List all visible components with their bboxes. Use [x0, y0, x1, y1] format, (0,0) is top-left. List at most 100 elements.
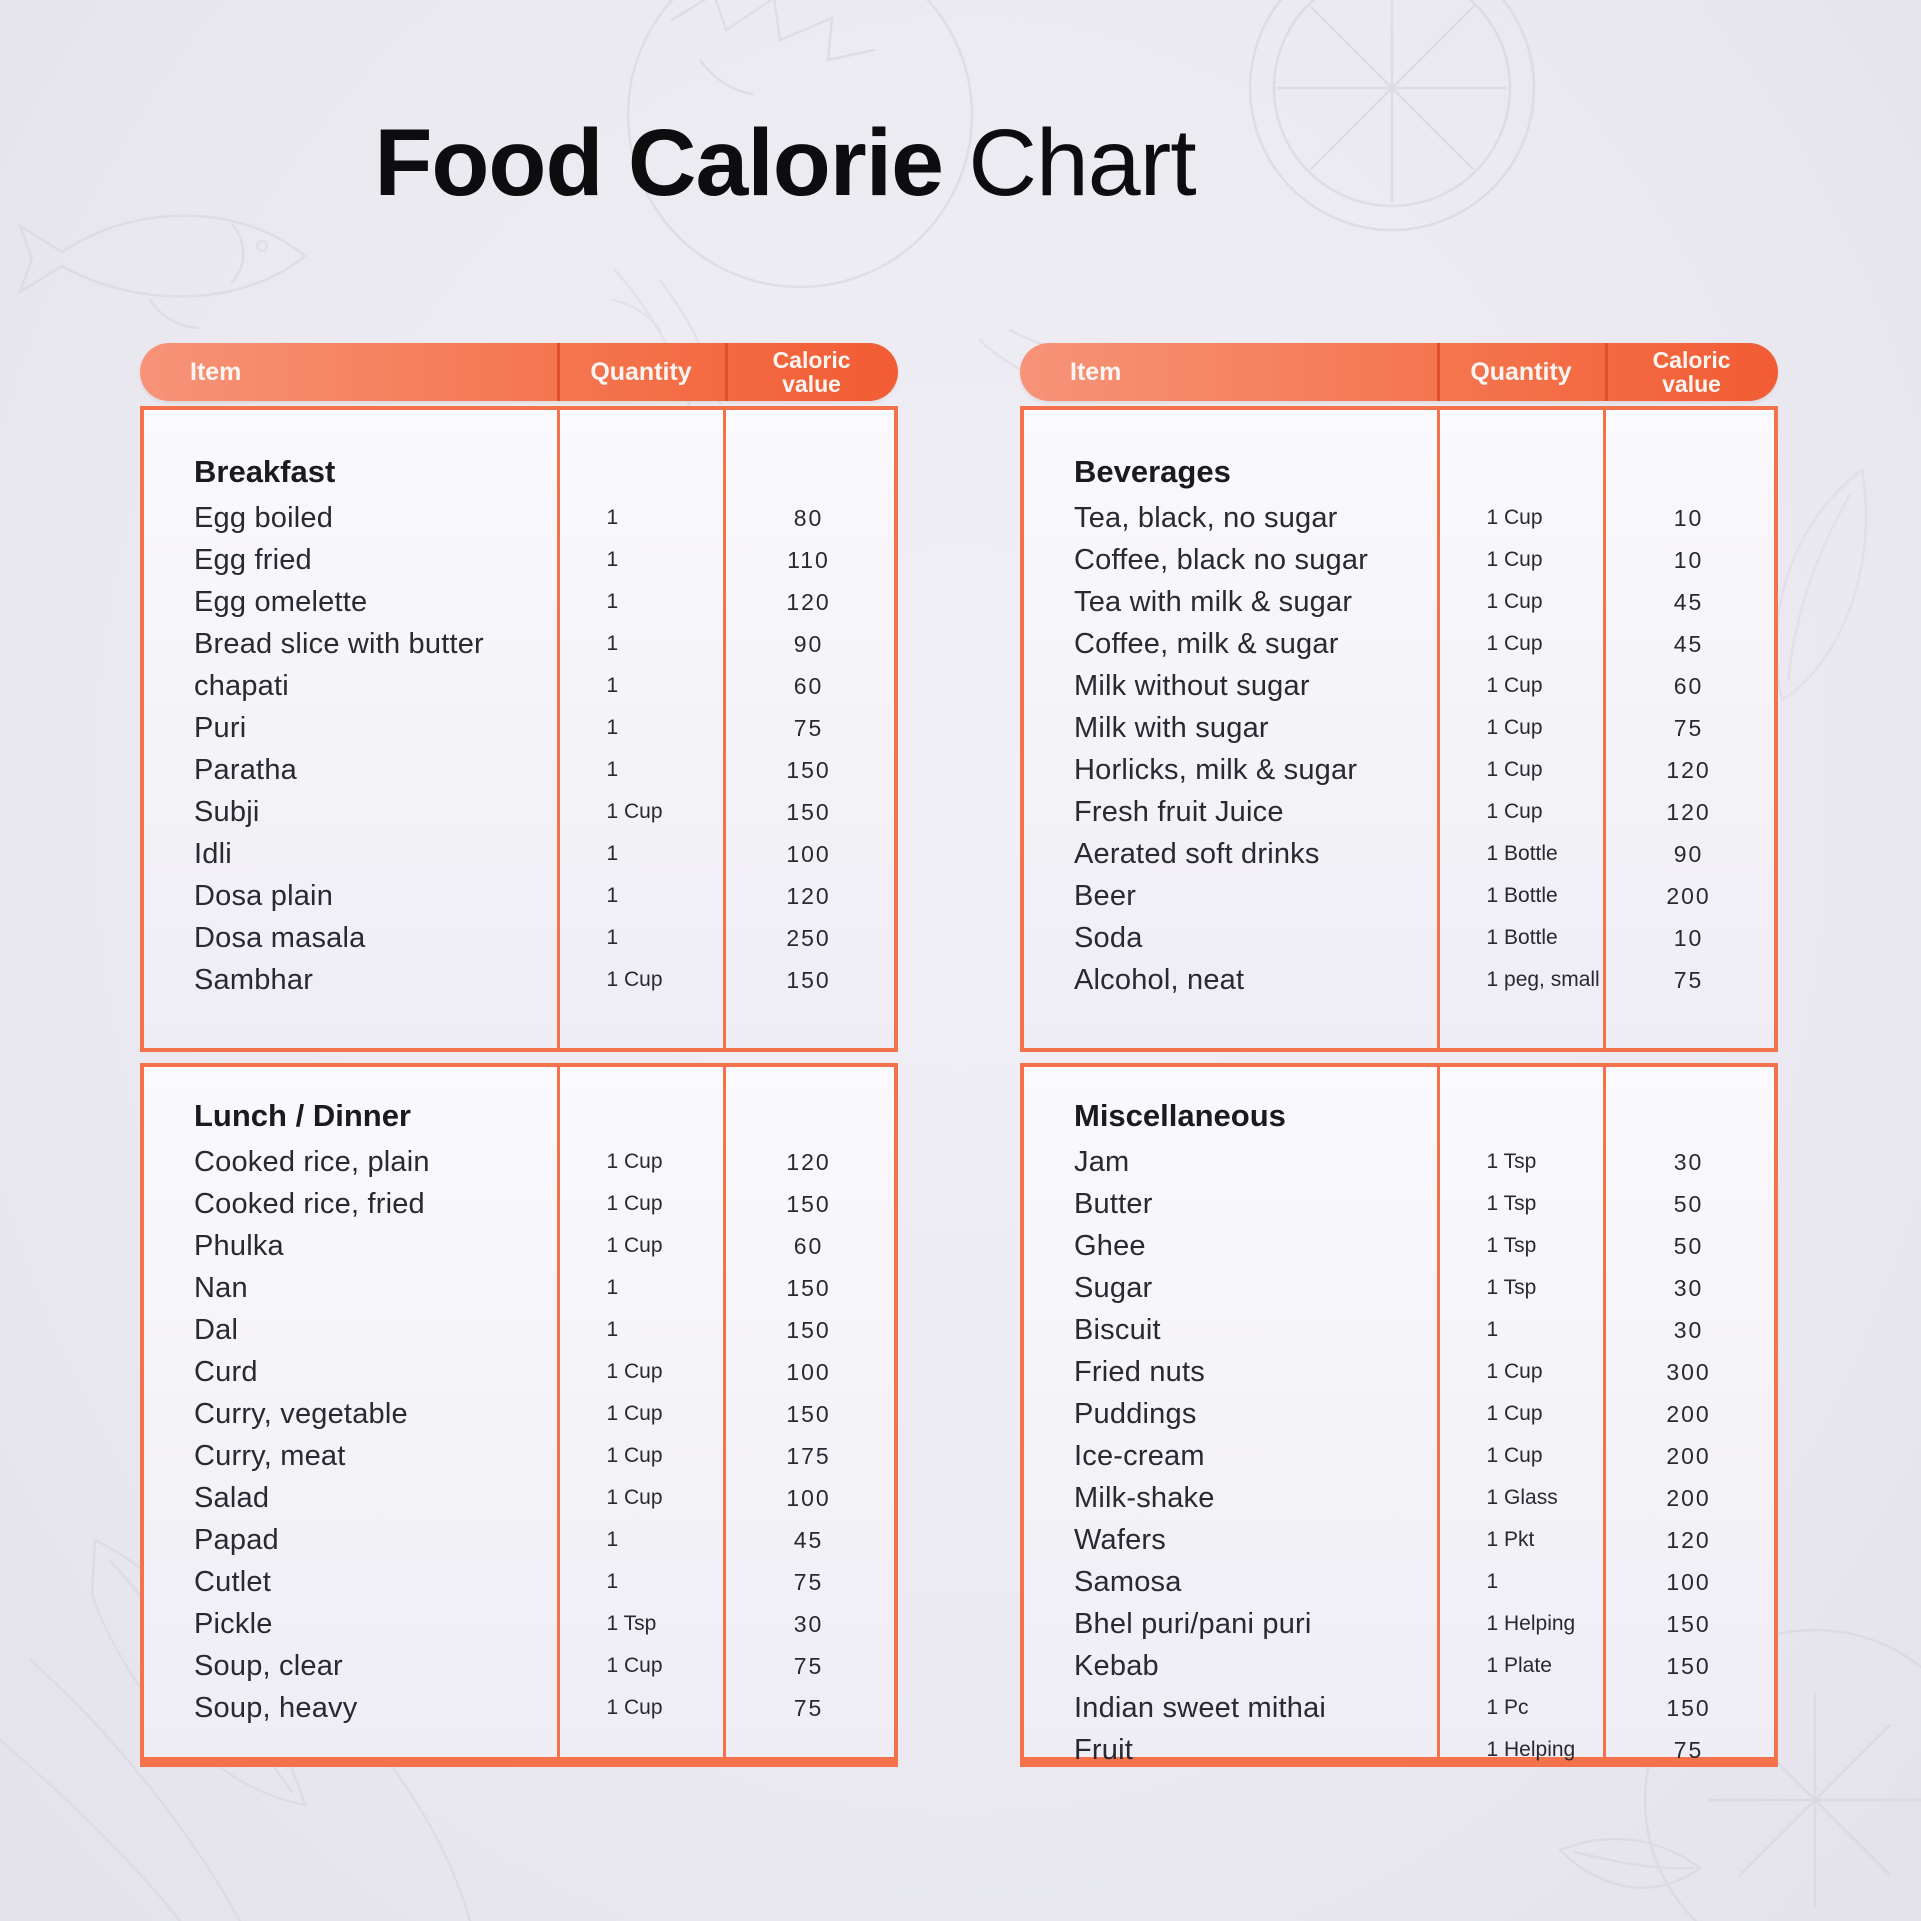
- item-cell: Fried nuts: [1074, 1355, 1205, 1388]
- caloric-value-cell: 120: [786, 1148, 831, 1175]
- quantity-cell: 1: [1486, 1318, 1499, 1341]
- caloric-value-cell: 60: [793, 672, 824, 699]
- caloric-value-cell: 110: [787, 546, 830, 573]
- table-row: Subji 1 Cup 150: [144, 791, 894, 833]
- quantity-cell: 1 Cup: [606, 1234, 663, 1257]
- caloric-header-line1: Caloric: [772, 347, 851, 373]
- column-header-item: Item: [1070, 357, 1122, 386]
- quantity-cell: 1 Glass: [1486, 1486, 1558, 1509]
- item-cell: Curry, meat: [194, 1439, 346, 1472]
- right-calorie-table: Item Quantity Caloric value Beverages Te…: [1020, 343, 1778, 1767]
- item-cell: Bread slice with butter: [194, 627, 484, 660]
- item-cell: Salad: [194, 1481, 270, 1514]
- quantity-cell: 1 Cup: [1486, 758, 1543, 781]
- table-row: Phulka 1 Cup 60: [144, 1225, 894, 1267]
- caloric-value-cell: 150: [1666, 1694, 1711, 1721]
- column-header-quantity: Quantity: [590, 357, 692, 386]
- item-cell: Kebab: [1074, 1649, 1159, 1682]
- item-cell: Coffee, milk & sugar: [1074, 627, 1339, 660]
- item-cell: Nan: [194, 1271, 248, 1304]
- lunch-dinner-rows: Cooked rice, plain 1 Cup 120 Cooked rice, f…: [144, 1141, 894, 1729]
- table-row: Cooked rice, fried 1 Cup 150: [144, 1183, 894, 1225]
- quantity-cell: 1 Bottle: [1486, 884, 1558, 907]
- caloric-value-cell: 90: [1673, 840, 1704, 867]
- table-row: Horlicks, milk & sugar 1 Cup 120: [1024, 749, 1774, 791]
- header-divider: [1436, 343, 1440, 401]
- caloric-value-cell: 200: [1666, 882, 1711, 909]
- table-row: Sugar 1 Tsp 30: [1024, 1267, 1774, 1309]
- table-row: Coffee, black no sugar 1 Cup 10: [1024, 539, 1774, 581]
- table-row: Soup, clear 1 Cup 75: [144, 1645, 894, 1687]
- caloric-value-cell: 150: [786, 1190, 831, 1217]
- column-divider: [1602, 1067, 1606, 1757]
- quantity-cell: 1 Cup: [606, 800, 663, 823]
- item-cell: Papad: [194, 1523, 279, 1556]
- caloric-value-cell: 150: [1666, 1610, 1711, 1637]
- caloric-value-cell: 75: [793, 1652, 824, 1679]
- quantity-cell: 1 Cup: [606, 968, 663, 991]
- table-row: Milk-shake 1 Glass 200: [1024, 1477, 1774, 1519]
- quantity-cell: 1 Cup: [606, 1150, 663, 1173]
- caloric-value-cell: 45: [1673, 630, 1704, 657]
- column-divider: [1436, 1067, 1440, 1757]
- caloric-value-cell: 75: [793, 1694, 824, 1721]
- caloric-header-line1: Caloric: [1652, 347, 1731, 373]
- caloric-value-cell: 80: [793, 504, 824, 531]
- quantity-cell: 1 Cup: [1486, 1402, 1543, 1425]
- item-cell: Biscuit: [1074, 1313, 1161, 1346]
- quantity-cell: 1: [606, 590, 619, 613]
- page-title: Food Calorie Chart: [0, 116, 1570, 211]
- caloric-value-cell: 300: [1666, 1358, 1711, 1385]
- quantity-cell: 1 Tsp: [1486, 1276, 1537, 1299]
- column-header-caloric-value: Caloric value: [1605, 348, 1778, 396]
- quantity-cell: 1 Cup: [606, 1360, 663, 1383]
- caloric-value-cell: 100: [786, 840, 831, 867]
- table-row: Curd 1 Cup 100: [144, 1351, 894, 1393]
- caloric-value-cell: 150: [786, 1400, 831, 1427]
- quantity-cell: 1 Cup: [606, 1654, 663, 1677]
- quantity-cell: 1 Cup: [1486, 590, 1543, 613]
- caloric-value-cell: 90: [793, 630, 824, 657]
- caloric-value-cell: 200: [1666, 1442, 1711, 1469]
- table-row: Samosa 1 100: [1024, 1561, 1774, 1603]
- caloric-value-cell: 120: [1666, 756, 1711, 783]
- table-row: Wafers 1 Pkt 120: [1024, 1519, 1774, 1561]
- table-row: Bhel puri/pani puri 1 Helping 150: [1024, 1603, 1774, 1645]
- quantity-cell: 1 Cup: [1486, 674, 1543, 697]
- quantity-cell: 1 Bottle: [1486, 926, 1558, 949]
- section-heading-beverages: Beverages: [1074, 454, 1231, 489]
- table-row: Nan 1 150: [144, 1267, 894, 1309]
- item-cell: Tea, black, no sugar: [1074, 501, 1338, 534]
- column-divider: [1602, 410, 1606, 1048]
- caloric-value-cell: 100: [786, 1484, 831, 1511]
- miscellaneous-rows: Jam 1 Tsp 30 Butter 1 Tsp 50 Ghee 1 Tsp 50 Sugar 1…: [1024, 1141, 1774, 1771]
- table-row: Dosa plain 1 120: [144, 875, 894, 917]
- item-cell: Beer: [1074, 879, 1137, 912]
- caloric-value-cell: 150: [786, 1274, 831, 1301]
- caloric-value-cell: 10: [1673, 504, 1704, 531]
- item-cell: Jam: [1074, 1145, 1130, 1178]
- item-cell: Egg omelette: [194, 585, 368, 618]
- table-row: Sambhar 1 Cup 150: [144, 959, 894, 1001]
- table-row: Alcohol, neat 1 peg, small 75: [1024, 959, 1774, 1001]
- table-row: Ghee 1 Tsp 50: [1024, 1225, 1774, 1267]
- quantity-cell: 1 Pc: [1486, 1696, 1529, 1719]
- quantity-cell: 1: [606, 926, 619, 949]
- caloric-value-cell: 30: [1673, 1274, 1704, 1301]
- quantity-cell: 1 Cup: [1486, 548, 1543, 571]
- caloric-value-cell: 10: [1673, 924, 1704, 951]
- quantity-cell: 1: [606, 842, 619, 865]
- table-row: Butter 1 Tsp 50: [1024, 1183, 1774, 1225]
- caloric-value-cell: 50: [1673, 1232, 1704, 1259]
- quantity-cell: 1 Cup: [1486, 506, 1543, 529]
- quantity-cell: 1: [606, 674, 619, 697]
- caloric-value-cell: 60: [1673, 672, 1704, 699]
- item-cell: Fresh fruit Juice: [1074, 795, 1284, 828]
- table-row: Fried nuts 1 Cup 300: [1024, 1351, 1774, 1393]
- item-cell: Alcohol, neat: [1074, 963, 1245, 996]
- item-cell: Pickle: [194, 1607, 273, 1640]
- caloric-value-cell: 75: [1673, 966, 1704, 993]
- caloric-value-cell: 30: [1673, 1148, 1704, 1175]
- table-row: Idli 1 100: [144, 833, 894, 875]
- left-calorie-table: Item Quantity Caloric value Breakfast Eg…: [140, 343, 898, 1767]
